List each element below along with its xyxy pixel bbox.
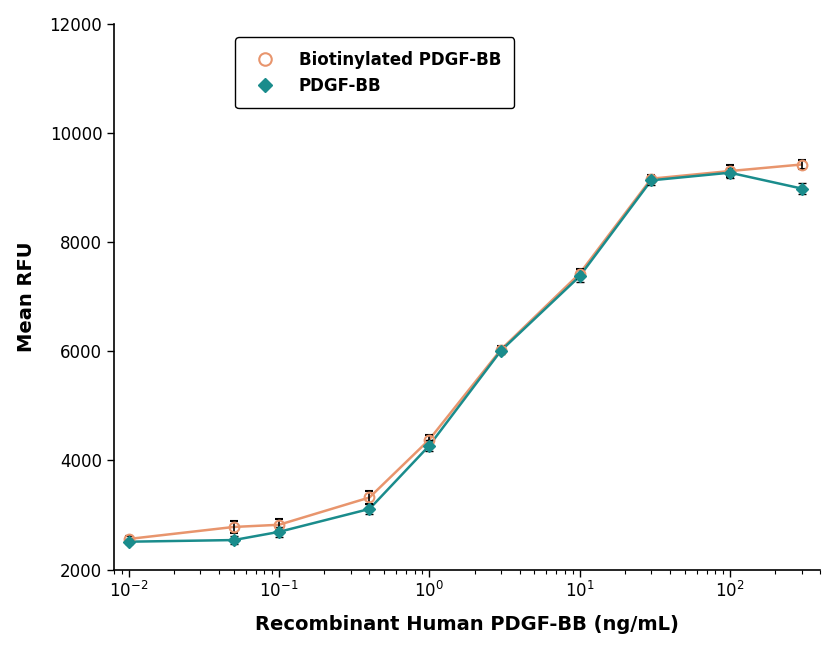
- Legend: Biotinylated PDGF-BB, PDGF-BB: Biotinylated PDGF-BB, PDGF-BB: [235, 38, 514, 109]
- Y-axis label: Mean RFU: Mean RFU: [17, 242, 36, 352]
- X-axis label: Recombinant Human PDGF-BB (ng/mL): Recombinant Human PDGF-BB (ng/mL): [255, 615, 678, 634]
